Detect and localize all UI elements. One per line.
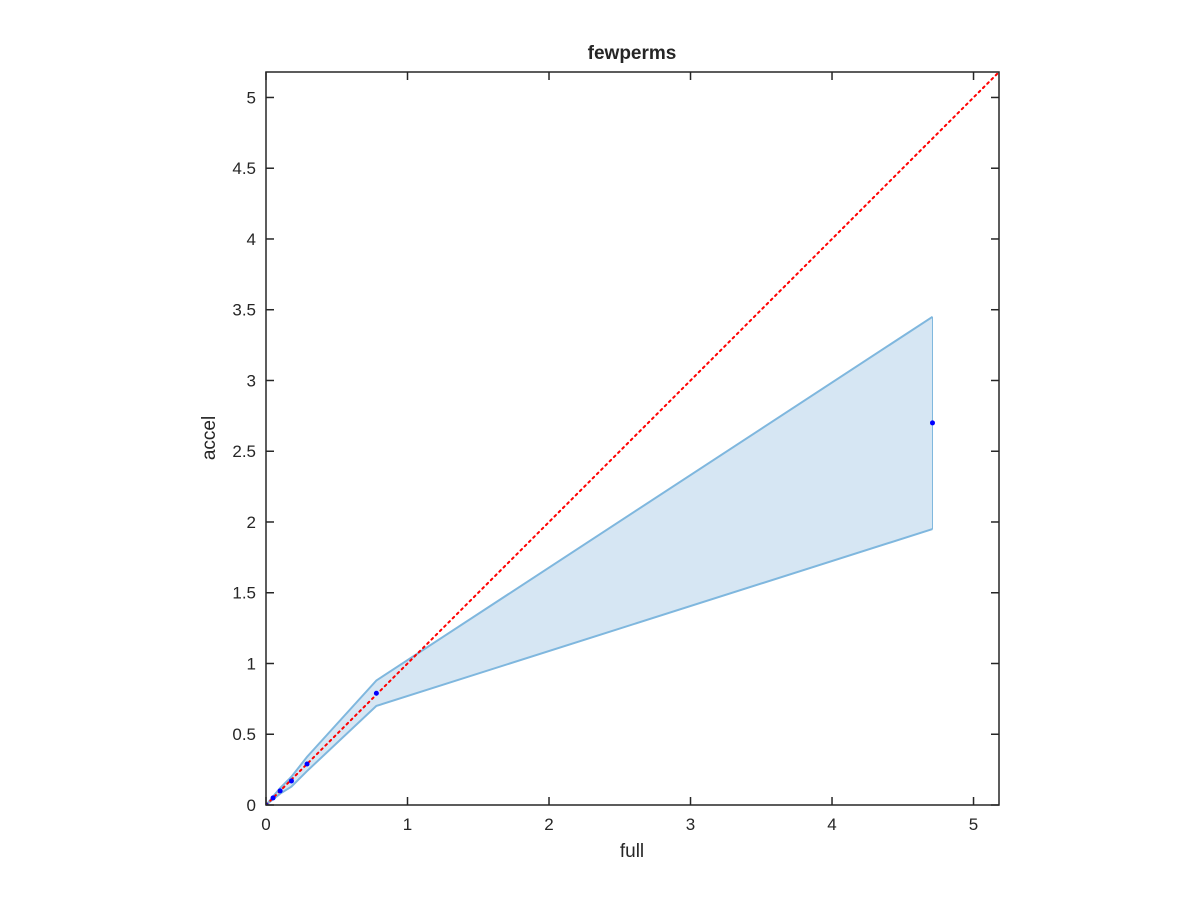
x-tick-label: 3 bbox=[686, 815, 695, 834]
y-tick-label: 4.5 bbox=[232, 159, 256, 178]
y-tick-label: 3.5 bbox=[232, 301, 256, 320]
x-tick-label: 2 bbox=[544, 815, 553, 834]
y-axis-label: accel bbox=[199, 416, 220, 460]
x-tick-label: 0 bbox=[261, 815, 270, 834]
confidence-band bbox=[266, 316, 933, 805]
x-tick-label: 1 bbox=[403, 815, 412, 834]
plot-area: 0 1 2 3 4 5 0 0.5 1 1.5 2 2.5 3 3.5 4 4.5 5 bbox=[232, 71, 1000, 834]
y-tick-label: 4 bbox=[247, 230, 256, 249]
data-point bbox=[304, 761, 310, 767]
y-tick-label: 2 bbox=[247, 513, 256, 532]
y-tick-label: 5 bbox=[247, 88, 256, 107]
data-point bbox=[277, 788, 283, 794]
y-tick-label: 0 bbox=[247, 796, 256, 815]
y-tick-label: 0.5 bbox=[232, 725, 256, 744]
y-tick-label: 1 bbox=[247, 654, 256, 673]
y-tick-label: 2.5 bbox=[232, 442, 256, 461]
x-axis-label: full bbox=[620, 841, 644, 862]
y-tick-label: 3 bbox=[247, 371, 256, 390]
reference-line bbox=[266, 72, 999, 805]
chart-title: fewperms bbox=[588, 43, 677, 64]
data-point bbox=[270, 795, 276, 801]
y-tick-label: 1.5 bbox=[232, 584, 256, 603]
data-point bbox=[373, 690, 379, 696]
axes-box bbox=[265, 71, 1000, 806]
series-group bbox=[266, 72, 999, 805]
data-point bbox=[288, 778, 294, 784]
x-tick-label: 5 bbox=[969, 815, 978, 834]
x-tick-label: 4 bbox=[827, 815, 836, 834]
data-point bbox=[929, 420, 935, 426]
